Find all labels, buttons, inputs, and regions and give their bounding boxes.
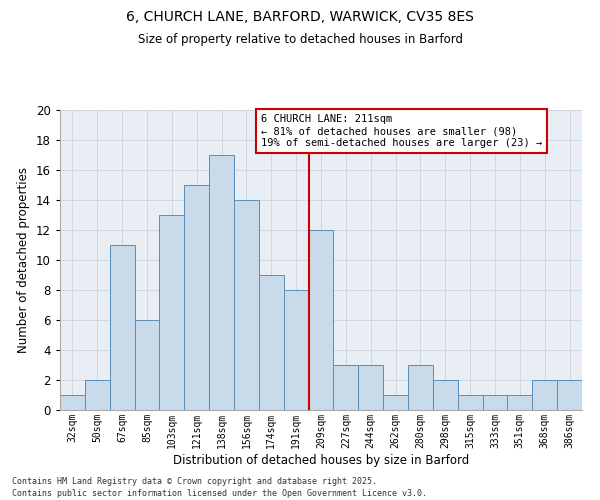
Bar bbox=[482, 395, 508, 410]
Bar bbox=[383, 395, 408, 410]
Bar bbox=[508, 395, 532, 410]
Bar bbox=[334, 365, 358, 410]
Bar bbox=[234, 200, 259, 410]
Bar bbox=[60, 395, 85, 410]
Bar bbox=[557, 380, 582, 410]
Bar bbox=[110, 245, 134, 410]
Bar bbox=[184, 185, 209, 410]
Bar bbox=[308, 230, 334, 410]
Bar bbox=[85, 380, 110, 410]
Bar bbox=[160, 215, 184, 410]
Text: Contains HM Land Registry data © Crown copyright and database right 2025.
Contai: Contains HM Land Registry data © Crown c… bbox=[12, 476, 427, 498]
Bar bbox=[284, 290, 308, 410]
Bar bbox=[209, 155, 234, 410]
Y-axis label: Number of detached properties: Number of detached properties bbox=[17, 167, 31, 353]
Bar bbox=[532, 380, 557, 410]
Bar bbox=[458, 395, 482, 410]
Bar bbox=[358, 365, 383, 410]
Bar bbox=[433, 380, 458, 410]
Text: 6 CHURCH LANE: 211sqm
← 81% of detached houses are smaller (98)
19% of semi-deta: 6 CHURCH LANE: 211sqm ← 81% of detached … bbox=[261, 114, 542, 148]
Text: 6, CHURCH LANE, BARFORD, WARWICK, CV35 8ES: 6, CHURCH LANE, BARFORD, WARWICK, CV35 8… bbox=[126, 10, 474, 24]
Text: Size of property relative to detached houses in Barford: Size of property relative to detached ho… bbox=[137, 32, 463, 46]
Bar bbox=[408, 365, 433, 410]
Bar bbox=[259, 275, 284, 410]
X-axis label: Distribution of detached houses by size in Barford: Distribution of detached houses by size … bbox=[173, 454, 469, 466]
Bar bbox=[134, 320, 160, 410]
